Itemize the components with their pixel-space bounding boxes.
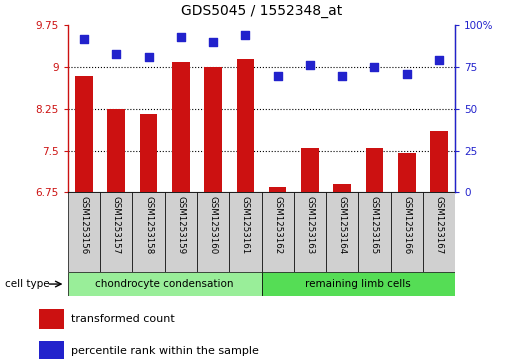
Point: [112, 51, 120, 57]
Bar: [326, 192, 358, 272]
Bar: [236, 59, 254, 192]
Text: GSM1253157: GSM1253157: [112, 196, 121, 254]
Bar: [301, 148, 319, 192]
Text: GSM1253160: GSM1253160: [209, 196, 218, 254]
Text: GSM1253162: GSM1253162: [273, 196, 282, 254]
Text: remaining limb cells: remaining limb cells: [305, 279, 411, 289]
Text: GSM1253165: GSM1253165: [370, 196, 379, 254]
Text: GSM1253164: GSM1253164: [338, 196, 347, 254]
Point: [177, 34, 185, 40]
Point: [338, 73, 346, 78]
Bar: [165, 192, 197, 272]
Bar: [40, 341, 64, 361]
Bar: [40, 309, 64, 329]
Bar: [358, 192, 391, 272]
Bar: [430, 131, 448, 192]
Bar: [140, 114, 157, 192]
Text: GSM1253156: GSM1253156: [79, 196, 88, 254]
Point: [209, 39, 218, 45]
Text: GSM1253163: GSM1253163: [305, 196, 314, 254]
Text: GDS5045 / 1552348_at: GDS5045 / 1552348_at: [181, 4, 342, 18]
Bar: [132, 192, 165, 272]
Text: GSM1253161: GSM1253161: [241, 196, 250, 254]
Text: GSM1253166: GSM1253166: [402, 196, 411, 254]
Bar: [366, 148, 383, 192]
Point: [274, 73, 282, 78]
Bar: [197, 192, 229, 272]
Point: [241, 33, 249, 38]
Bar: [398, 154, 415, 192]
Bar: [333, 184, 351, 192]
Text: GSM1253167: GSM1253167: [435, 196, 444, 254]
Bar: [269, 187, 287, 192]
Text: cell type: cell type: [5, 279, 50, 289]
Text: percentile rank within the sample: percentile rank within the sample: [71, 346, 258, 356]
Text: GSM1253158: GSM1253158: [144, 196, 153, 254]
Bar: [108, 109, 125, 192]
Bar: [172, 62, 190, 192]
Text: GSM1253159: GSM1253159: [176, 196, 185, 254]
Bar: [75, 76, 93, 192]
Bar: [204, 67, 222, 192]
Bar: [100, 192, 132, 272]
Bar: [294, 192, 326, 272]
Bar: [391, 192, 423, 272]
Point: [305, 62, 314, 68]
Point: [144, 54, 153, 60]
Bar: [262, 272, 455, 296]
Bar: [262, 192, 294, 272]
Point: [370, 64, 379, 70]
Text: chondrocyte condensation: chondrocyte condensation: [96, 279, 234, 289]
Bar: [423, 192, 455, 272]
Text: transformed count: transformed count: [71, 314, 174, 324]
Bar: [229, 192, 262, 272]
Point: [435, 58, 443, 64]
Bar: [68, 192, 100, 272]
Point: [403, 71, 411, 77]
Point: [80, 36, 88, 42]
Bar: [68, 272, 262, 296]
